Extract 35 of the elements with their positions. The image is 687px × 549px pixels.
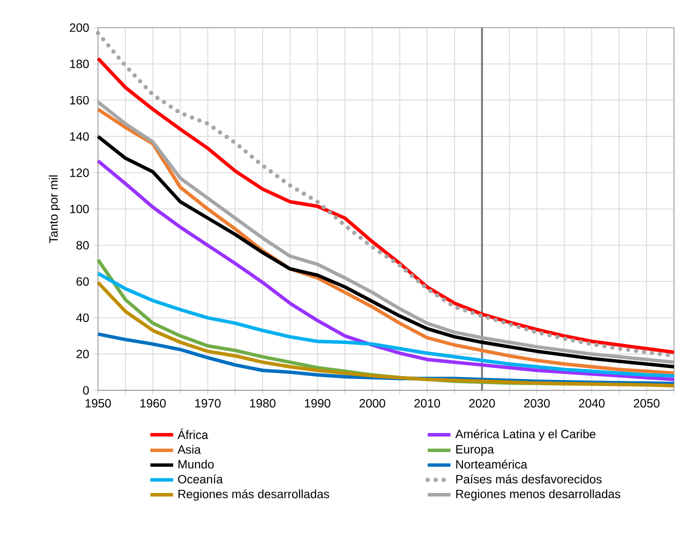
x-tick-label: 2030: [524, 399, 550, 408]
line-series: [96, 272, 676, 378]
y-tick-label: 80: [76, 241, 89, 250]
x-tick-label: 1980: [250, 399, 276, 408]
y-tick-label: 120: [70, 168, 89, 177]
line-series: [96, 280, 676, 388]
y-tick-label: 20: [76, 350, 89, 358]
legend-label: Norteamérica: [456, 460, 528, 469]
y-tick-label: 100: [70, 204, 89, 214]
y-tick-label: 40: [76, 314, 89, 322]
legend-label: Oceanía: [178, 474, 223, 484]
y-tick-label: 200: [70, 23, 89, 32]
y-tick-label: 180: [70, 60, 89, 68]
x-tick-label: 2000: [360, 399, 386, 408]
x-tick-label: 1990: [305, 399, 330, 408]
legend-label: África: [178, 428, 208, 440]
legend-label: América Latina y el Caribe: [455, 429, 596, 441]
x-tick-label: 2010: [414, 399, 440, 408]
y-tick-label: 0: [83, 386, 89, 395]
legend-label: Asia: [178, 444, 201, 454]
x-tick-label: 2040: [578, 399, 605, 408]
y-tick-label: 160: [70, 96, 89, 104]
legend-label: Regiones más desarrolladas: [178, 489, 330, 501]
x-tick-label: 1960: [140, 399, 166, 408]
x-tick-label: 2020: [469, 399, 495, 408]
legend-label: Europa: [456, 445, 494, 456]
x-tick-label: 2050: [634, 399, 660, 408]
y-axis-title: Tanto por mil: [48, 175, 60, 244]
legend-label: Mundo: [178, 460, 214, 469]
legend-label: Países más desfavorecidos: [456, 474, 602, 484]
legend-label: Regiones menos desarrolladas: [456, 489, 620, 501]
y-tick-label: 140: [70, 132, 89, 141]
y-tick-label: 60: [76, 277, 89, 286]
x-tick-label: 1950: [86, 399, 111, 408]
x-tick-label: 1970: [195, 399, 221, 408]
